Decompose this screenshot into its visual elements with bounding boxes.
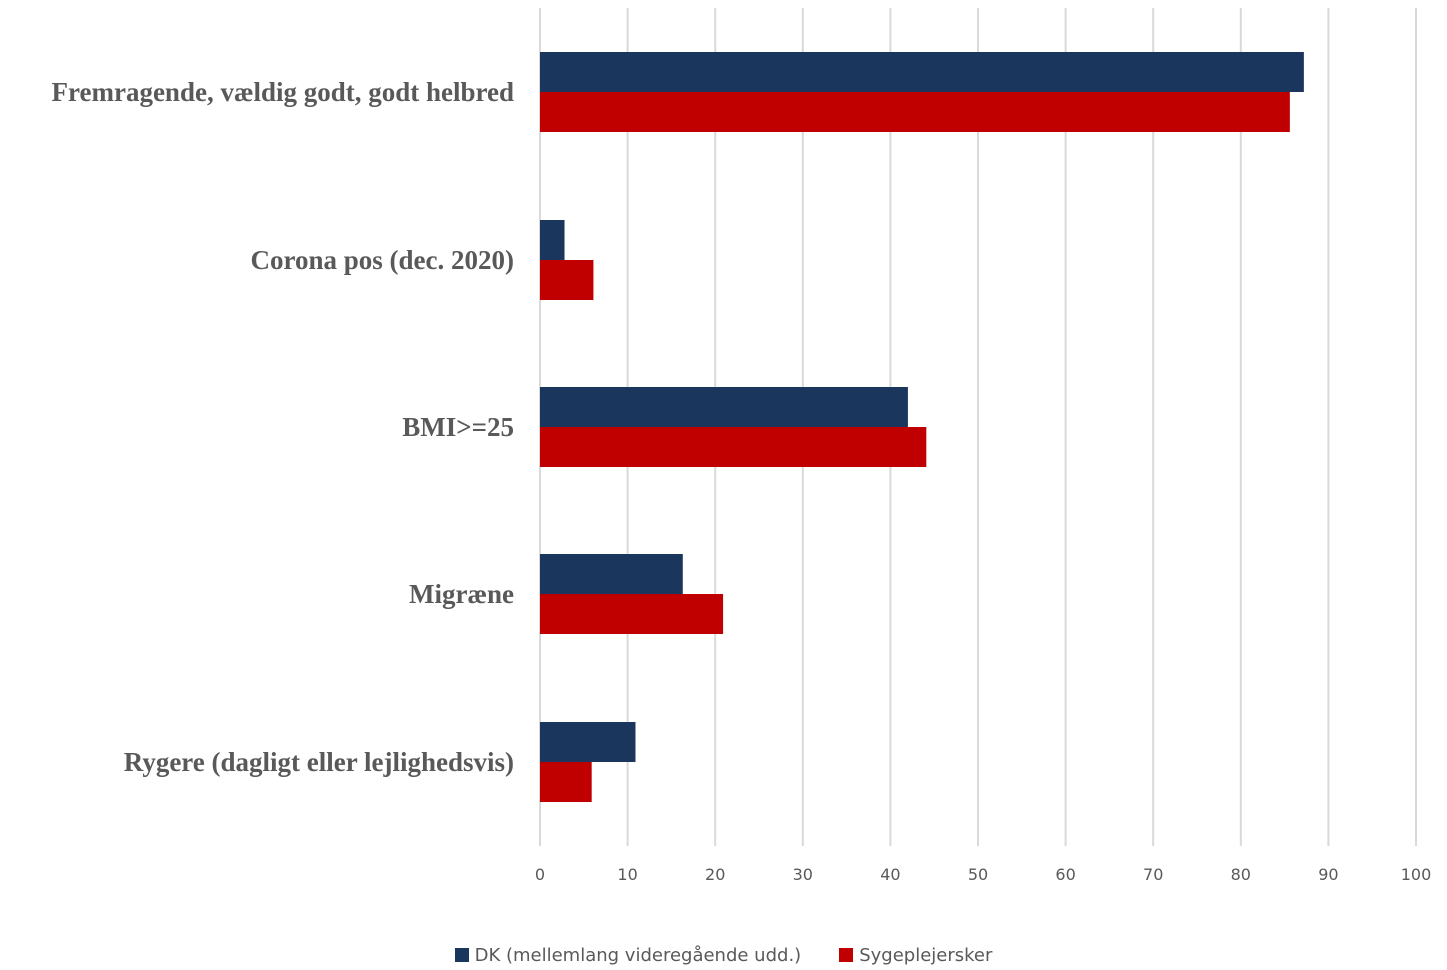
bar-series-1-4 <box>540 722 636 762</box>
x-tick-label: 20 <box>705 865 725 884</box>
bar-series-1-0 <box>540 52 1304 92</box>
legend-swatch-series-2 <box>839 948 854 962</box>
category-label: Rygere (dagligt eller lejlighedsvis) <box>124 747 514 777</box>
bar-series-1-2 <box>540 387 908 427</box>
x-tick-label: 80 <box>1231 865 1251 884</box>
x-tick-label: 0 <box>535 865 545 884</box>
category-label: Corona pos (dec. 2020) <box>250 245 514 275</box>
x-tick-label: 90 <box>1318 865 1338 884</box>
bar-series-2-2 <box>540 427 927 467</box>
x-tick-label: 50 <box>968 865 988 884</box>
category-labels: Fremragende, vældig godt, godt helbred Co… <box>52 77 515 777</box>
bar-series-1-3 <box>540 554 683 594</box>
legend-swatch-series-1 <box>454 948 469 962</box>
legend-item-series-2: Sygeplejersker <box>839 945 992 966</box>
bar-series-2-3 <box>540 594 724 634</box>
bar-series-2-1 <box>540 260 594 300</box>
x-tick-label: 70 <box>1143 865 1163 884</box>
bar-chart: Fremragende, vældig godt, godt helbred Co… <box>52 8 1431 884</box>
x-tick-label: 10 <box>617 865 637 884</box>
legend-label-series-1: DK (mellemlang videregående udd.) <box>474 944 802 966</box>
x-tick-label: 60 <box>1055 865 1075 884</box>
legend-label-series-2: Sygeplejersker <box>859 944 993 966</box>
x-tick-label: 40 <box>880 865 900 884</box>
category-label: Fremragende, vældig godt, godt helbred <box>52 77 515 107</box>
bar-series-2-4 <box>540 762 592 802</box>
x-tick-label: 100 <box>1401 865 1432 884</box>
x-tick-labels: 0 10 20 30 40 50 60 70 80 90 100 <box>535 865 1431 884</box>
bars <box>540 52 1304 802</box>
category-label: BMI>=25 <box>402 412 514 442</box>
legend: DK (mellemlang videregående udd.) Sygepl… <box>0 940 1447 970</box>
x-tick-label: 30 <box>793 865 813 884</box>
bar-series-1-1 <box>540 220 565 260</box>
legend-item-series-1: DK (mellemlang videregående udd.) <box>454 944 802 966</box>
category-label: Migræne <box>409 579 514 609</box>
bar-series-2-0 <box>540 92 1290 132</box>
